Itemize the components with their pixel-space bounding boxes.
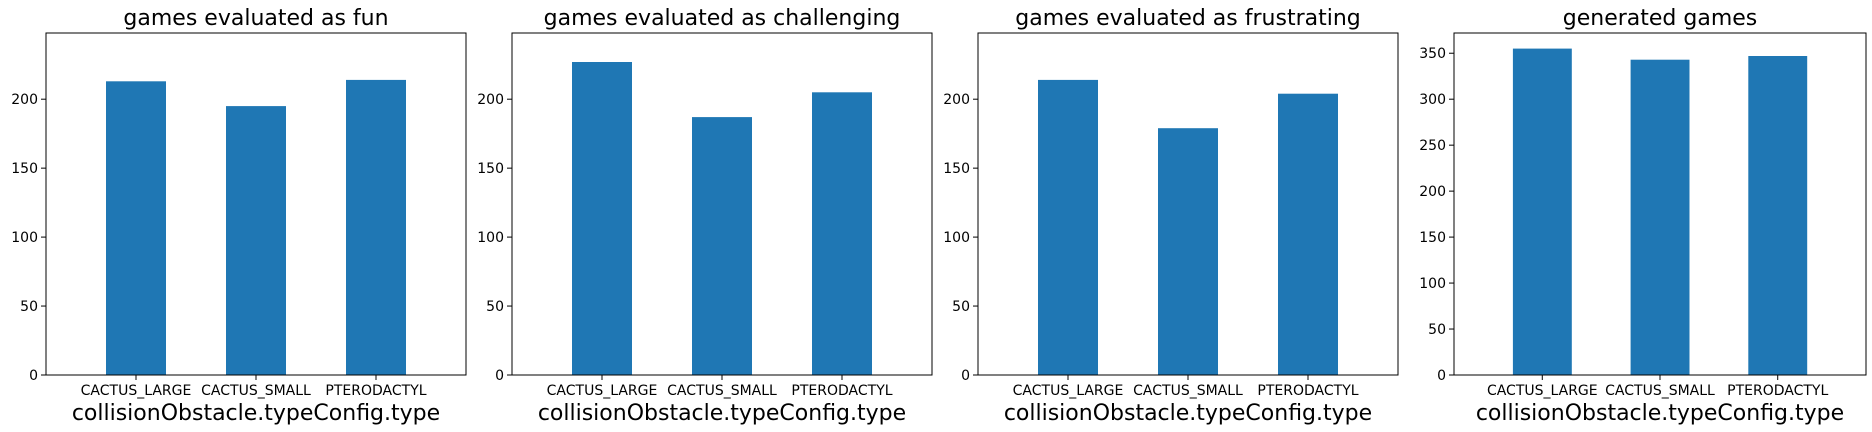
y-tick-label: 150 [1419, 230, 1446, 246]
y-tick-label: 50 [1428, 322, 1446, 338]
bar-pterodactyl [1748, 56, 1808, 375]
chart-title: games evaluated as fun [123, 6, 388, 31]
x-axis-label: collisionObstacle.typeConfig.type [538, 401, 906, 426]
x-tick-label: CACTUS_LARGE [1013, 383, 1124, 399]
bar-cactus-large [106, 81, 166, 376]
y-tick-label: 100 [943, 230, 970, 246]
chart-panel-3: 0 50 100 150 200 CACTUS_LARGE CACTUS_SMALL PTER… [943, 6, 1399, 426]
bar-cactus-large [1038, 79, 1098, 376]
x-tick-label: PTERODACTYL [791, 383, 892, 399]
chart-title: generated games [1563, 6, 1758, 31]
x-tick-label: PTERODACTYL [1727, 383, 1828, 399]
y-tick-label: 150 [943, 161, 970, 177]
bar-cactus-small [1158, 128, 1218, 375]
y-tick-label: 0 [29, 368, 38, 384]
bar-cactus-large [1512, 48, 1572, 375]
y-tick-label: 100 [477, 230, 504, 246]
y-tick-label: 50 [952, 299, 970, 315]
bar-pterodactyl [346, 79, 406, 376]
y-tick-label: 300 [1419, 92, 1446, 108]
x-tick-label: CACTUS_SMALL [667, 383, 777, 399]
x-tick-label: CACTUS_LARGE [1487, 383, 1598, 399]
x-tick-label: CACTUS_SMALL [1133, 383, 1243, 399]
x-tick-label: CACTUS_LARGE [81, 383, 192, 399]
y-tick-label: 250 [1419, 138, 1446, 154]
y-tick-label: 0 [961, 368, 970, 384]
bar-pterodactyl [812, 92, 872, 376]
y-tick-label: 0 [1437, 368, 1446, 384]
chart-panel-2: 0 50 100 150 200 CACTUS_LARGE CACTUS_SMALL PTER… [477, 6, 933, 426]
y-tick-label: 100 [1419, 276, 1446, 292]
chart-panel-1: 0 50 100 150 200 CACTUS_LARGE CACTUS_SMALL PTER… [11, 6, 467, 426]
x-axis-label: collisionObstacle.typeConfig.type [72, 401, 440, 426]
y-tick-label: 100 [11, 230, 38, 246]
y-tick-label: 350 [1419, 46, 1446, 62]
y-tick-label: 200 [11, 92, 38, 108]
y-tick-label: 50 [486, 299, 504, 315]
x-axis-label: collisionObstacle.typeConfig.type [1476, 401, 1844, 426]
y-tick-label: 200 [477, 92, 504, 108]
x-tick-label: CACTUS_SMALL [1605, 383, 1715, 399]
x-tick-label: PTERODACTYL [325, 383, 426, 399]
y-tick-label: 200 [943, 92, 970, 108]
chart-title: games evaluated as frustrating [1015, 6, 1361, 31]
bar-cactus-large [572, 62, 632, 375]
chart-panel-4: 0 50 100 150 200 250 300 350 CACTUS_LARGE CACTUS_… [1419, 6, 1867, 426]
y-tick-label: 0 [495, 368, 504, 384]
bar-cactus-small [692, 117, 752, 375]
bar-pterodactyl [1278, 93, 1338, 375]
y-tick-label: 150 [11, 161, 38, 177]
y-tick-label: 50 [20, 299, 38, 315]
x-axis-label: collisionObstacle.typeConfig.type [1004, 401, 1372, 426]
x-tick-label: CACTUS_LARGE [547, 383, 658, 399]
x-tick-label: CACTUS_SMALL [201, 383, 311, 399]
chart-title: games evaluated as challenging [544, 6, 901, 31]
x-tick-label: PTERODACTYL [1257, 383, 1358, 399]
y-tick-label: 150 [477, 161, 504, 177]
y-tick-label: 200 [1419, 184, 1446, 200]
bar-cactus-small [226, 106, 286, 375]
bar-cactus-small [1630, 59, 1690, 375]
